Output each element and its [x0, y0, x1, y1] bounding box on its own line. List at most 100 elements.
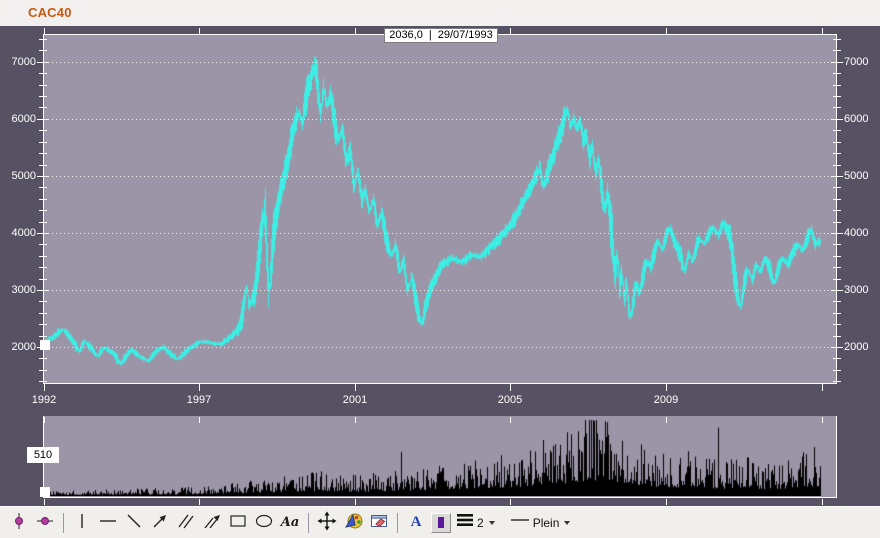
horizontal-cursor-icon — [35, 511, 55, 534]
y-axis-minor-tick — [39, 221, 47, 223]
volume-tick-top — [510, 417, 511, 423]
line-style-select[interactable]: Plein — [509, 510, 571, 535]
y-axis-label-right: 7000 — [844, 55, 869, 68]
y-axis-minor-tick — [39, 96, 47, 98]
parallel-lines-icon — [176, 511, 196, 534]
y-axis-major-tick — [831, 61, 843, 63]
x-axis-tick-top — [44, 28, 45, 35]
draw-rectangle-button[interactable] — [227, 512, 249, 534]
volume-start-marker[interactable] — [40, 487, 50, 497]
x-axis-tick-top — [355, 28, 356, 35]
price-chart-canvas[interactable] — [44, 35, 836, 383]
y-axis-minor-tick — [833, 301, 841, 303]
horizontal-line-icon — [98, 511, 118, 534]
volume-chart-canvas[interactable] — [44, 416, 836, 496]
y-axis-label-right: 4000 — [844, 226, 869, 239]
draw-trendline-button[interactable] — [123, 512, 145, 534]
horizontal-cursor-button[interactable] — [34, 512, 56, 534]
y-axis-minor-tick — [833, 73, 841, 75]
x-axis-label: 2009 — [653, 394, 679, 406]
font-color-icon: A — [410, 514, 422, 530]
chevron-down-icon — [488, 520, 495, 525]
y-axis-minor-tick — [833, 312, 841, 314]
titlebar: CAC40 — [0, 0, 880, 26]
x-axis-tick-bottom — [44, 384, 45, 391]
x-axis-tick-bottom — [666, 384, 667, 391]
y-axis-minor-tick — [39, 267, 47, 269]
y-axis-minor-tick — [833, 335, 841, 337]
move-icon — [317, 511, 337, 534]
eraser-icon — [369, 511, 389, 534]
y-axis-minor-tick — [39, 210, 47, 212]
color-picker-button[interactable] — [431, 512, 451, 533]
y-axis-minor-tick — [39, 324, 47, 326]
toolbar-separator — [63, 512, 64, 533]
instrument-title: CAC40 — [28, 5, 72, 20]
text-tool-icon: Aa — [280, 515, 300, 530]
draw-horizontal-line-button[interactable] — [97, 512, 119, 534]
draw-parallel-lines-button[interactable] — [175, 512, 197, 534]
y-axis-minor-tick — [39, 73, 47, 75]
volume-tick-top — [666, 417, 667, 423]
draw-arrow-button[interactable] — [149, 512, 171, 534]
draw-parallel-arrow-button[interactable] — [201, 512, 223, 534]
text-tool-button[interactable]: Aa — [279, 512, 301, 534]
current-color-swatch — [438, 517, 444, 528]
y-axis-minor-tick — [833, 324, 841, 326]
y-axis-minor-tick — [833, 198, 841, 200]
crosshair-tooltip: 2036,0 | 29/07/1993 — [384, 28, 498, 43]
volume-tick-bottom — [199, 499, 200, 505]
y-axis-minor-tick — [833, 381, 841, 383]
volume-tick-bottom — [666, 499, 667, 505]
price-start-marker[interactable] — [40, 340, 50, 350]
toolbar: Aa — [0, 506, 880, 538]
chart-properties-button[interactable] — [342, 512, 364, 534]
y-axis-minor-tick — [39, 312, 47, 314]
y-axis-label-left: 7000 — [11, 55, 36, 68]
erase-annotations-button[interactable] — [368, 512, 390, 534]
y-axis-major-tick — [831, 232, 843, 234]
rectangle-icon — [228, 511, 248, 534]
volume-tick-top — [44, 417, 45, 423]
y-axis-minor-tick — [39, 369, 47, 371]
x-axis-label: 1992 — [31, 394, 57, 406]
x-axis-tick-top — [822, 28, 823, 35]
move-tool-button[interactable] — [316, 511, 338, 534]
y-axis-label-left: 2000 — [11, 341, 36, 354]
vertical-line-icon — [72, 511, 92, 534]
y-axis-minor-tick — [833, 50, 841, 52]
vertical-cursor-button[interactable] — [8, 512, 30, 534]
draw-ellipse-button[interactable] — [253, 512, 275, 534]
y-axis-minor-tick — [39, 153, 47, 155]
line-width-select[interactable]: 2 — [455, 510, 495, 535]
chart-panel: 2036,0 | 29/07/1993 510 2000 2000 3000 3000… — [0, 26, 880, 506]
volume-tick-bottom — [510, 499, 511, 505]
y-axis-minor-tick — [833, 153, 841, 155]
line-style-value: Plein — [532, 515, 560, 530]
y-axis-major-tick — [37, 61, 49, 63]
tooltip-separator: | — [428, 29, 432, 41]
font-color-button[interactable]: A — [405, 512, 427, 534]
line-style-icon — [509, 510, 531, 535]
y-axis-minor-tick — [833, 278, 841, 280]
y-axis-minor-tick — [39, 130, 47, 132]
y-axis-minor-tick — [39, 198, 47, 200]
vertical-cursor-icon — [9, 511, 29, 534]
tooltip-value: 2036,0 — [389, 29, 423, 41]
arrow-icon — [150, 511, 170, 534]
y-axis-minor-tick — [39, 187, 47, 189]
price-plot-area[interactable] — [43, 34, 837, 384]
x-axis-tick-bottom — [199, 384, 200, 391]
y-axis-minor-tick — [39, 255, 47, 257]
volume-tick-top — [355, 417, 356, 423]
x-axis-tick-bottom — [355, 384, 356, 391]
volume-tick-bottom — [44, 499, 45, 505]
y-axis-minor-tick — [833, 38, 841, 40]
volume-plot-area[interactable] — [43, 416, 837, 498]
draw-vertical-line-button[interactable] — [71, 512, 93, 534]
volume-tick-bottom — [822, 499, 823, 505]
y-axis-major-tick — [831, 290, 843, 291]
palette-icon — [343, 511, 363, 534]
y-axis-major-tick — [831, 118, 843, 120]
y-axis-minor-tick — [833, 141, 841, 143]
